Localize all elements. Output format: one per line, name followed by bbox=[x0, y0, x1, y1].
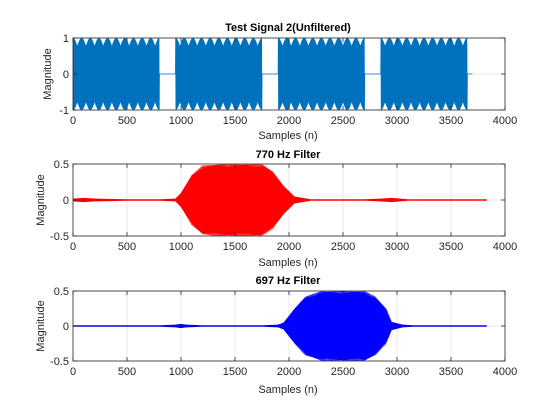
series-line bbox=[73, 291, 487, 361]
x-tick-label: 3000 bbox=[385, 241, 409, 253]
subplot-770hz-filter: 0 500 1000 1500 2000 2500 3000 3500 4000-0.500.5… bbox=[35, 149, 517, 269]
x-tick-label: 2000 bbox=[277, 366, 301, 378]
x-tick-label: 1000 bbox=[169, 366, 193, 378]
y-tick-label: 0.5 bbox=[54, 286, 69, 298]
y-tick-label: 0 bbox=[63, 195, 69, 207]
y-tick-label: -0.5 bbox=[50, 231, 69, 243]
x-tick-label: 500 bbox=[118, 366, 136, 378]
x-tick-label: 1500 bbox=[223, 366, 247, 378]
x-tick-label: 1000 bbox=[169, 241, 193, 253]
x-tick-label: 0 bbox=[70, 366, 76, 378]
x-tick-label: 2000 bbox=[277, 241, 301, 253]
x-tick-label: 1000 bbox=[169, 115, 193, 127]
subplot-697hz-filter: 0 500 1000 1500 2000 2500 3000 3500 4000-0.500.5… bbox=[35, 275, 517, 396]
series-line bbox=[73, 164, 487, 236]
x-tick-label: 2500 bbox=[331, 115, 355, 127]
y-tick-label: 0 bbox=[63, 69, 69, 81]
x-axis-label: Samples (n) bbox=[258, 384, 317, 396]
x-tick-label: 3000 bbox=[385, 115, 409, 127]
x-tick-label: 1500 bbox=[223, 115, 247, 127]
x-tick-label: 0 bbox=[70, 115, 76, 127]
x-tick-label: 1500 bbox=[223, 241, 247, 253]
x-tick-label: 4000 bbox=[493, 241, 517, 253]
y-axis-label: Magnitude bbox=[35, 300, 47, 351]
x-tick-label: 3000 bbox=[385, 366, 409, 378]
series-line bbox=[73, 38, 473, 110]
x-tick-label: 0 bbox=[70, 241, 76, 253]
x-tick-label: 3500 bbox=[439, 241, 463, 253]
chart-title: Test Signal 2(Unfiltered) bbox=[225, 22, 351, 34]
chart-title: 770 Hz Filter bbox=[256, 149, 322, 161]
x-tick-label: 2500 bbox=[331, 366, 355, 378]
x-axis-label: Samples (n) bbox=[258, 257, 317, 269]
x-tick-label: 3500 bbox=[439, 366, 463, 378]
y-axis-label: Magnitude bbox=[35, 174, 47, 225]
y-tick-label: -0.5 bbox=[50, 356, 69, 368]
x-tick-label: 500 bbox=[118, 241, 136, 253]
x-tick-label: 500 bbox=[118, 115, 136, 127]
chart-title: 697 Hz Filter bbox=[256, 275, 322, 287]
x-axis-label: Samples (n) bbox=[258, 130, 317, 142]
y-tick-label: 1 bbox=[63, 33, 69, 45]
x-tick-label: 3500 bbox=[439, 115, 463, 127]
x-tick-label: 2000 bbox=[277, 115, 301, 127]
y-tick-label: -1 bbox=[59, 105, 69, 117]
y-tick-label: 0 bbox=[63, 321, 69, 333]
y-axis-label: Magnitude bbox=[42, 48, 54, 99]
y-tick-label: 0.5 bbox=[54, 159, 69, 171]
x-tick-label: 2500 bbox=[331, 241, 355, 253]
x-tick-label: 4000 bbox=[493, 115, 517, 127]
subplot-test-signal: 0 500 1000 1500 2000 2500 3000 3500 4000-101 Tes… bbox=[42, 22, 517, 142]
x-tick-label: 4000 bbox=[493, 366, 517, 378]
